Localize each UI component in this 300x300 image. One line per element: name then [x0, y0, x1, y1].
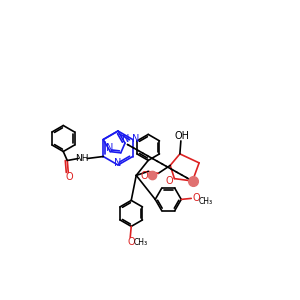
Text: O: O — [140, 171, 148, 182]
Text: OH: OH — [174, 131, 189, 141]
Text: NH: NH — [76, 154, 89, 163]
Text: N: N — [122, 134, 130, 144]
Text: O: O — [166, 176, 173, 186]
Text: O: O — [65, 172, 73, 182]
Text: CH₃: CH₃ — [198, 197, 212, 206]
Text: N: N — [114, 158, 122, 168]
Text: N: N — [106, 142, 113, 153]
Text: O: O — [128, 237, 135, 248]
Text: O: O — [192, 194, 200, 203]
Text: CH₃: CH₃ — [133, 238, 147, 247]
Text: N: N — [132, 134, 140, 145]
